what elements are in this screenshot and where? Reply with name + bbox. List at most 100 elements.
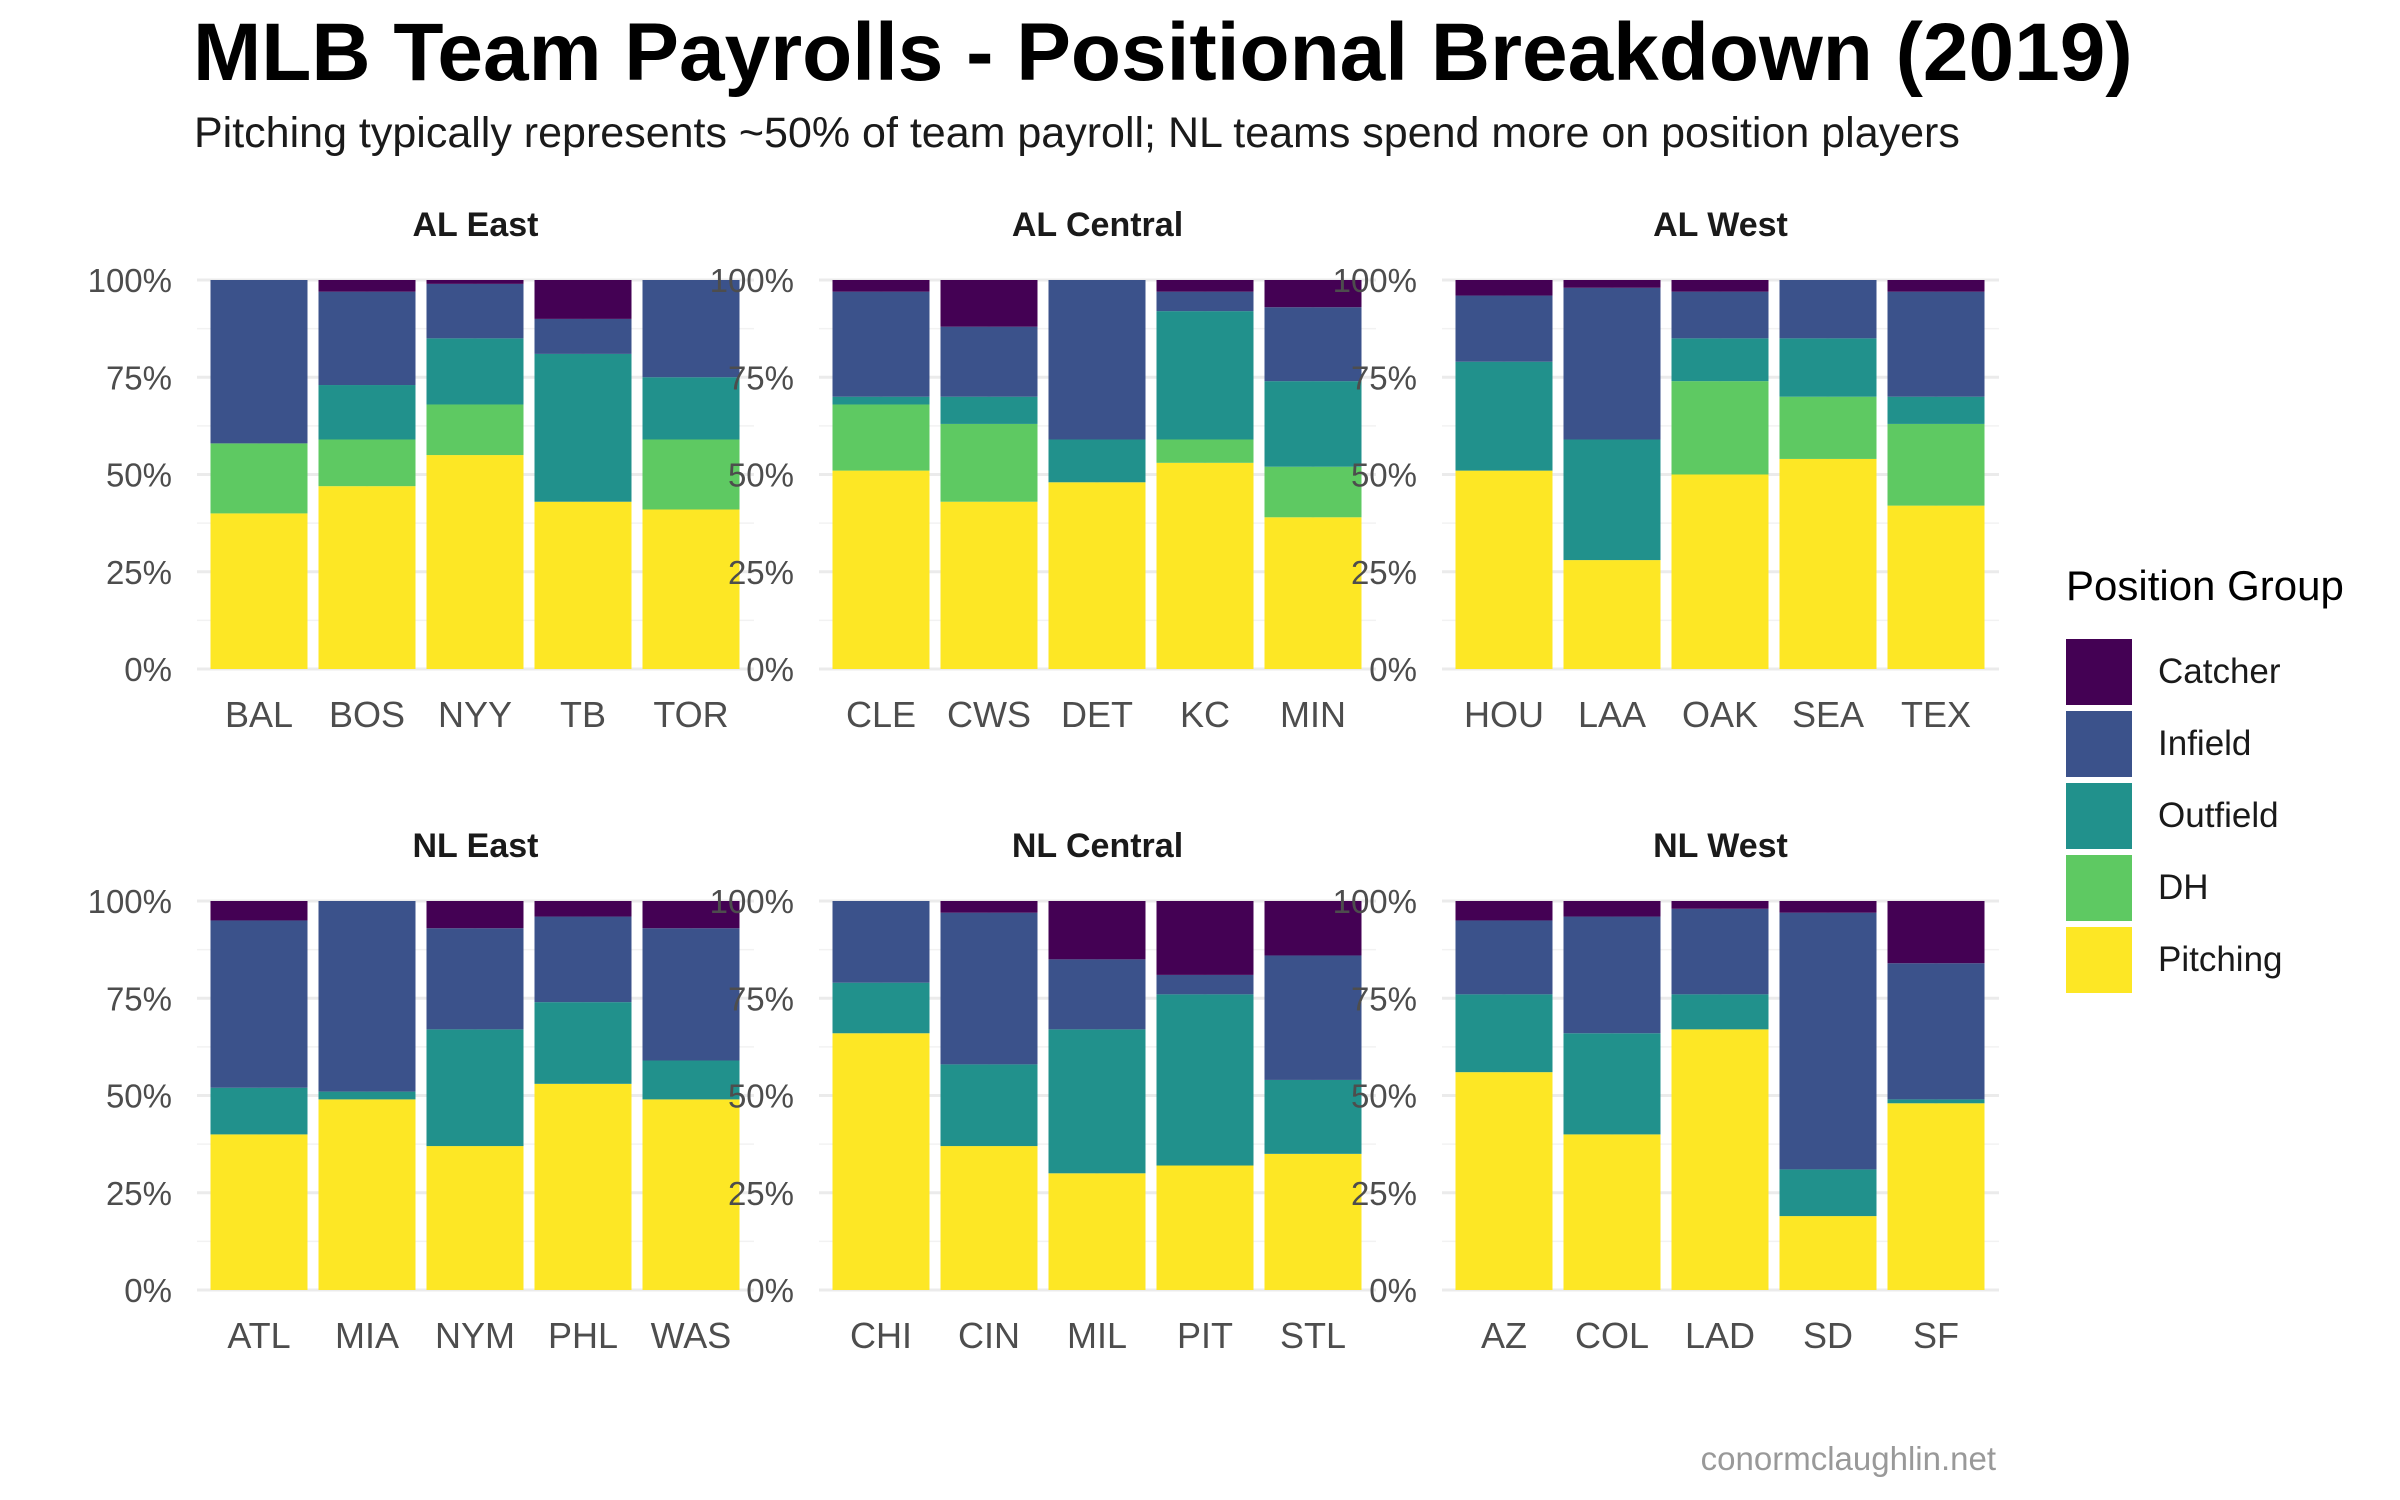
y-tick-label-al-west: 100% — [1333, 262, 1417, 299]
bar-segment-sd-pitching — [1779, 1216, 1877, 1290]
legend-label-infield: Infield — [2158, 724, 2252, 763]
bar-segment-nym-infield — [426, 928, 524, 1030]
facet-title-nl-east: NL East — [413, 827, 539, 865]
bar-segment-sd-catcher — [1779, 901, 1877, 913]
bar-segment-sea-pitching — [1779, 458, 1877, 669]
bar-segment-tor-outfield — [642, 377, 740, 440]
x-tick-label-chi: CHI — [850, 1315, 912, 1356]
bar-segment-cws-infield — [940, 326, 1038, 397]
y-tick-label-nl-central: 75% — [728, 980, 794, 1017]
bar-segment-bal-dh — [210, 443, 308, 514]
bar-segment-mia-infield — [318, 901, 416, 1092]
legend-item-dh: DH — [2066, 852, 2344, 924]
y-tick-label-nl-east: 75% — [106, 980, 172, 1017]
bar-segment-chi-infield — [832, 901, 930, 983]
bar-segment-det-pitching — [1048, 482, 1146, 669]
bar-segment-nyy-outfield — [426, 338, 524, 405]
x-tick-label-was: WAS — [651, 1315, 732, 1356]
y-tick-label-nl-west: 100% — [1333, 883, 1417, 920]
facet-title-al-east: AL East — [413, 206, 539, 244]
x-tick-label-oak: OAK — [1682, 694, 1758, 735]
bar-segment-tor-pitching — [642, 509, 740, 669]
y-tick-label-al-west: 50% — [1351, 457, 1417, 494]
bar-segment-bos-pitching — [318, 486, 416, 669]
facet-title-al-west: AL West — [1653, 206, 1788, 244]
bar-segment-chi-pitching — [832, 1033, 930, 1290]
y-tick-label-al-central: 50% — [728, 457, 794, 494]
bar-segment-lad-catcher — [1671, 901, 1769, 909]
legend-swatch-infield — [2066, 711, 2132, 777]
bar-segment-col-pitching — [1563, 1134, 1661, 1290]
bar-segment-bos-outfield — [318, 385, 416, 440]
bar-segment-tex-pitching — [1887, 505, 1985, 669]
bar-segment-nym-outfield — [426, 1029, 524, 1147]
bar-segment-cws-outfield — [940, 396, 1038, 424]
bar-segment-bos-dh — [318, 439, 416, 487]
x-tick-label-cle: CLE — [846, 694, 916, 735]
x-tick-label-sf: SF — [1913, 1315, 1959, 1356]
x-tick-label-stl: STL — [1280, 1315, 1346, 1356]
bar-segment-cin-outfield — [940, 1064, 1038, 1147]
chart-title: MLB Team Payrolls - Positional Breakdown… — [193, 7, 2133, 98]
bar-segment-cws-catcher — [940, 280, 1038, 327]
bar-segment-nyy-infield — [426, 283, 524, 339]
bar-segment-nyy-pitching — [426, 455, 524, 669]
bar-segment-tex-outfield — [1887, 396, 1985, 424]
bar-segment-phl-catcher — [534, 901, 632, 917]
bar-segment-chi-outfield — [832, 982, 930, 1034]
bar-segment-cle-infield — [832, 291, 930, 397]
x-tick-label-cws: CWS — [947, 694, 1031, 735]
bar-segment-sea-infield — [1779, 280, 1877, 339]
y-tick-label-al-east: 50% — [106, 457, 172, 494]
bar-segment-was-catcher — [642, 901, 740, 929]
bar-segment-stl-outfield — [1264, 1079, 1362, 1154]
bar-segment-mil-infield — [1048, 959, 1146, 1030]
x-tick-label-az: AZ — [1481, 1315, 1527, 1356]
bar-segment-det-outfield — [1048, 439, 1146, 483]
bar-segment-min-infield — [1264, 307, 1362, 382]
y-tick-label-nl-central: 25% — [728, 1175, 794, 1212]
y-tick-label-nl-west: 50% — [1351, 1078, 1417, 1115]
chart-subtitle: Pitching typically represents ~50% of te… — [194, 109, 1960, 157]
bar-segment-oak-infield — [1671, 291, 1769, 339]
bar-segment-tor-dh — [642, 439, 740, 510]
bar-segment-laa-outfield — [1563, 439, 1661, 561]
bar-segment-hou-catcher — [1455, 280, 1553, 296]
bar-segment-bos-infield — [318, 291, 416, 386]
legend-label-catcher: Catcher — [2158, 652, 2281, 691]
bar-segment-col-infield — [1563, 916, 1661, 1034]
bar-segment-was-outfield — [642, 1060, 740, 1100]
bar-segment-hou-infield — [1455, 295, 1553, 362]
bar-segment-oak-catcher — [1671, 280, 1769, 292]
legend: Position Group Catcher Infield Outfield … — [2066, 562, 2344, 996]
x-tick-label-nyy: NYY — [438, 694, 512, 735]
y-tick-label-nl-east: 25% — [106, 1175, 172, 1212]
y-tick-label-nl-west: 25% — [1351, 1175, 1417, 1212]
bar-segment-mil-pitching — [1048, 1173, 1146, 1290]
bar-segment-oak-dh — [1671, 381, 1769, 475]
x-tick-label-mil: MIL — [1067, 1315, 1127, 1356]
bar-segment-min-pitching — [1264, 517, 1362, 669]
x-tick-label-cin: CIN — [958, 1315, 1020, 1356]
bar-segment-min-dh — [1264, 466, 1362, 518]
bar-segment-nyy-catcher — [426, 280, 524, 284]
bar-segment-cws-pitching — [940, 501, 1038, 669]
bar-segment-tor-infield — [642, 280, 740, 378]
bar-segment-tex-dh — [1887, 423, 1985, 506]
y-tick-label-nl-west: 75% — [1351, 980, 1417, 1017]
bar-segment-sf-infield — [1887, 963, 1985, 1100]
y-tick-label-nl-east: 50% — [106, 1078, 172, 1115]
bar-segment-bal-pitching — [210, 513, 308, 669]
x-tick-label-sd: SD — [1803, 1315, 1853, 1356]
bar-segment-sea-dh — [1779, 396, 1877, 459]
legend-title: Position Group — [2066, 562, 2344, 609]
y-tick-label-al-west: 75% — [1351, 359, 1417, 396]
bar-segment-stl-catcher — [1264, 901, 1362, 956]
bar-segment-kc-catcher — [1156, 280, 1254, 292]
y-tick-label-al-east: 75% — [106, 359, 172, 396]
x-tick-label-tb: TB — [560, 694, 606, 735]
bar-segment-sf-outfield — [1887, 1099, 1985, 1104]
bar-segment-cle-catcher — [832, 280, 930, 292]
bar-segment-atl-pitching — [210, 1134, 308, 1290]
